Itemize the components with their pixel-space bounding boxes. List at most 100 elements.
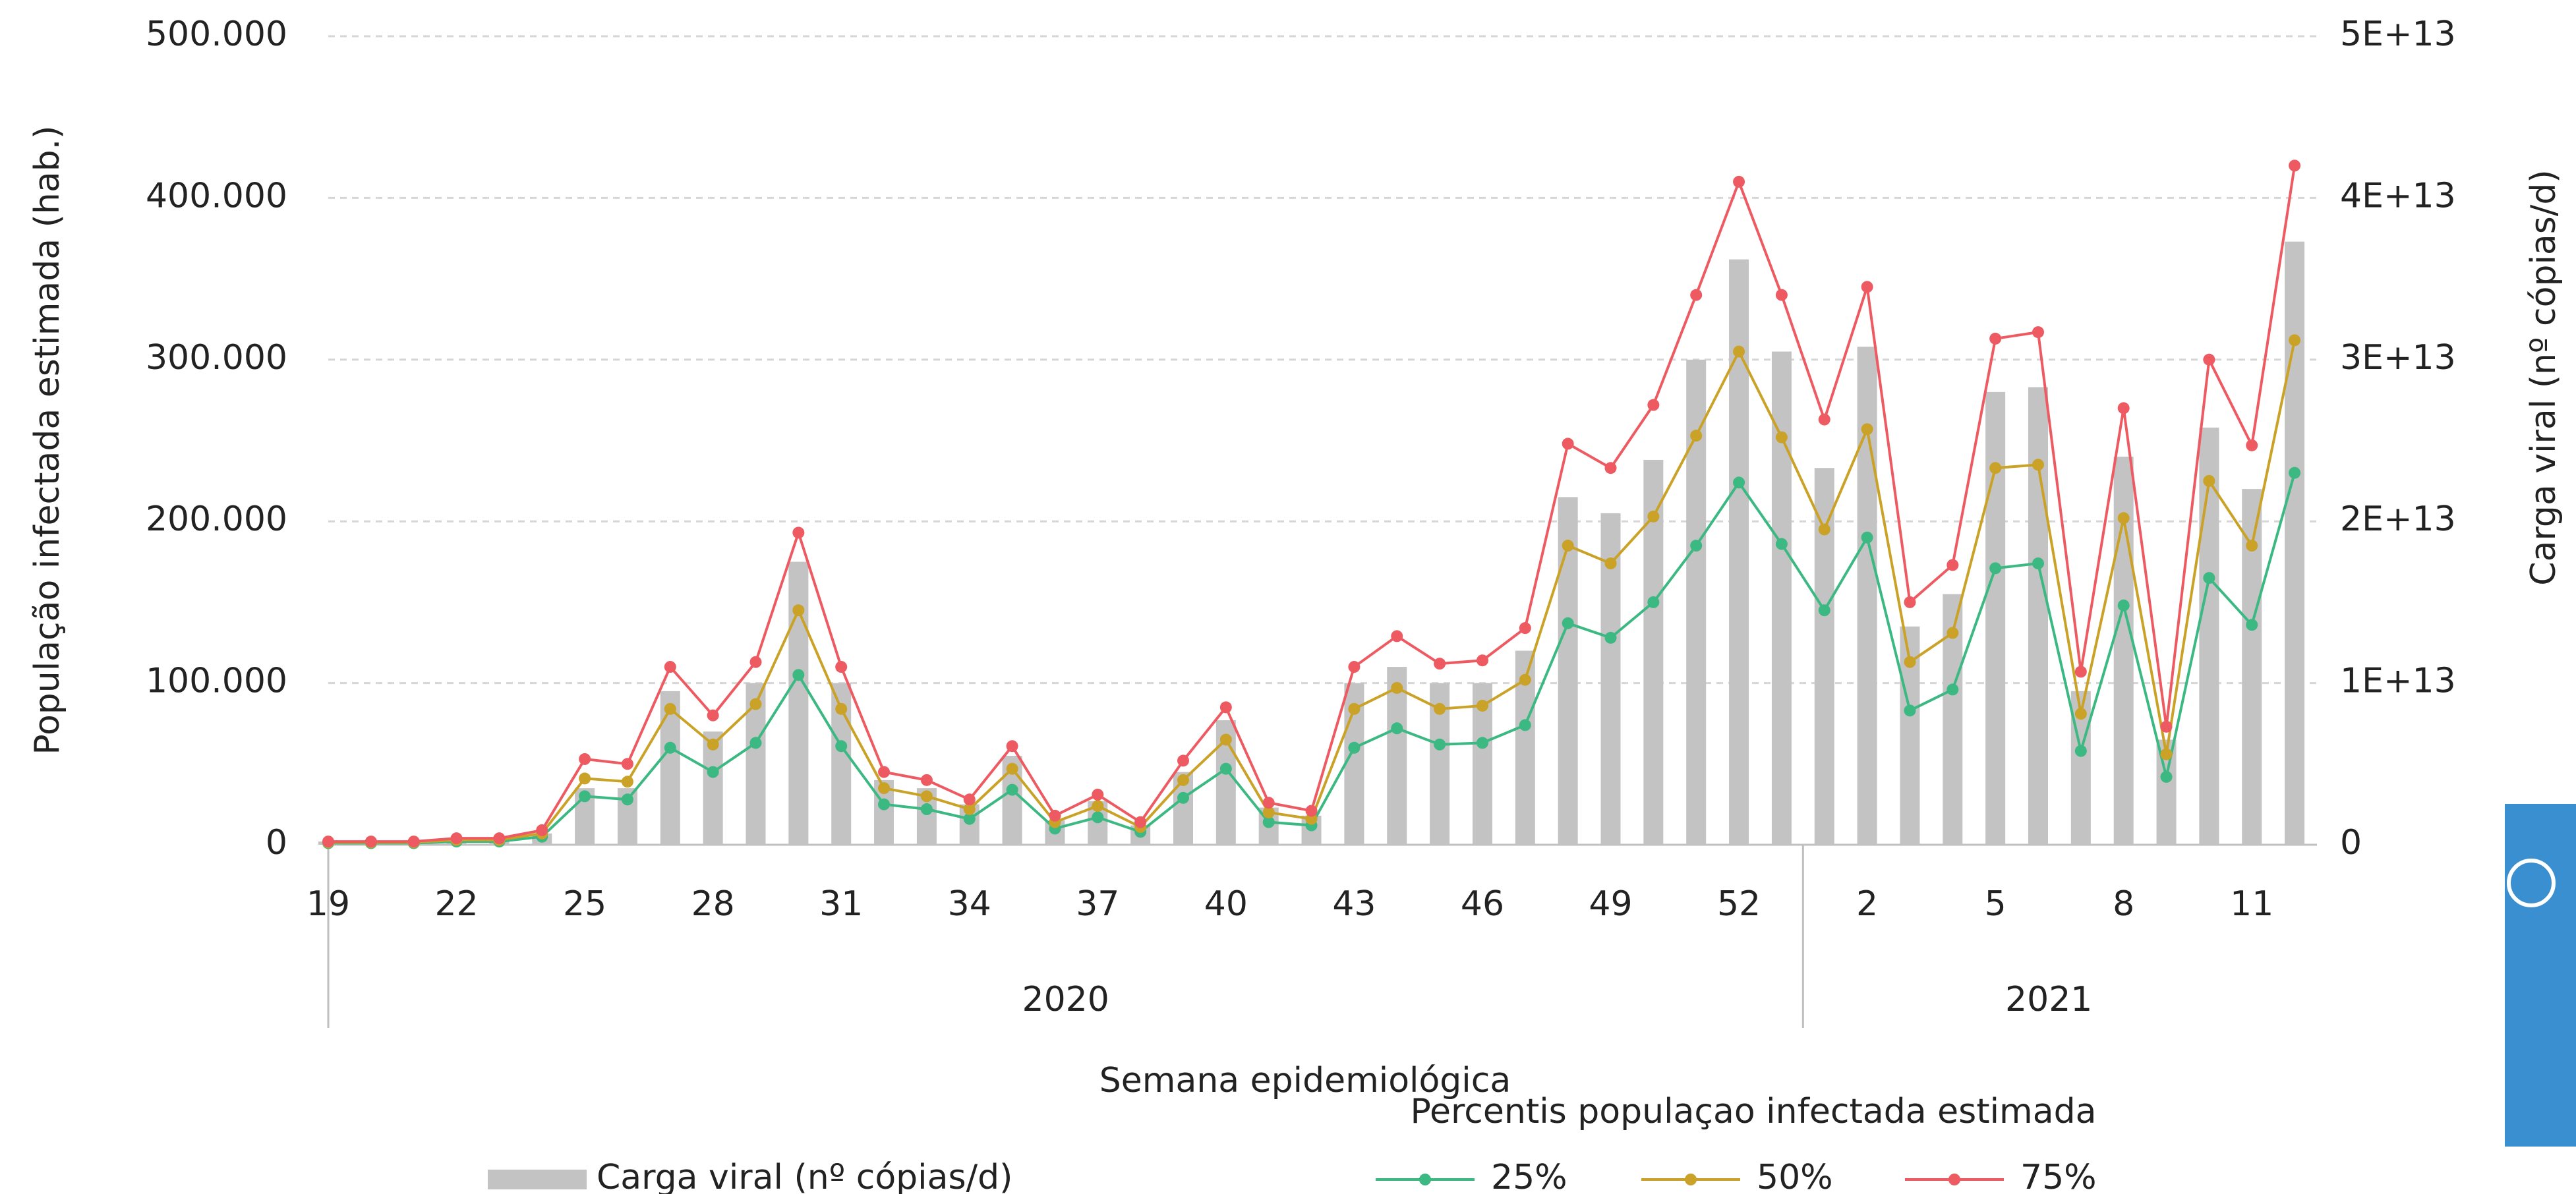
x-tick-label: 2 bbox=[1856, 884, 1878, 924]
point bbox=[963, 793, 976, 806]
point bbox=[878, 782, 891, 795]
point bbox=[878, 766, 891, 778]
point bbox=[1647, 399, 1660, 411]
point bbox=[664, 702, 676, 715]
point bbox=[2203, 353, 2215, 366]
x-tick-label: 34 bbox=[948, 884, 991, 924]
point bbox=[1476, 737, 1488, 749]
legend-swatch bbox=[488, 1170, 587, 1189]
point bbox=[1519, 622, 1531, 635]
point bbox=[963, 803, 976, 816]
point bbox=[2032, 557, 2044, 570]
y-tick-label: 100.000 bbox=[146, 662, 287, 701]
x-tick-label: 43 bbox=[1332, 884, 1376, 924]
legend-label: 75% bbox=[2020, 1158, 2097, 1194]
point bbox=[1219, 701, 1232, 714]
point bbox=[1904, 596, 1916, 608]
point bbox=[1861, 423, 1873, 436]
point bbox=[1647, 510, 1660, 523]
x-tick-label: 40 bbox=[1204, 884, 1248, 924]
point bbox=[1818, 604, 1830, 617]
point bbox=[407, 836, 420, 848]
point bbox=[963, 812, 976, 825]
point bbox=[1006, 740, 1018, 753]
point bbox=[1604, 557, 1617, 570]
point bbox=[2160, 770, 2173, 783]
point bbox=[1562, 438, 1574, 450]
x-tick-label: 52 bbox=[1717, 884, 1761, 924]
point bbox=[2246, 439, 2258, 451]
point bbox=[1733, 175, 1745, 188]
point bbox=[579, 772, 591, 785]
point bbox=[621, 776, 633, 788]
legend-label: 25% bbox=[1491, 1158, 1567, 1194]
x-tick-label: 37 bbox=[1076, 884, 1119, 924]
point bbox=[2074, 708, 2087, 720]
point bbox=[579, 790, 591, 803]
point bbox=[2289, 334, 2301, 347]
point bbox=[621, 793, 633, 806]
point bbox=[1305, 805, 1318, 817]
point bbox=[536, 824, 548, 836]
point bbox=[1177, 791, 1189, 804]
point bbox=[2032, 326, 2044, 339]
point bbox=[1434, 702, 1446, 715]
point bbox=[835, 702, 848, 715]
point bbox=[1647, 596, 1660, 608]
point bbox=[1391, 630, 1403, 642]
point bbox=[621, 758, 633, 770]
y2-tick-label: 4E+13 bbox=[2340, 176, 2456, 215]
point bbox=[1861, 281, 1873, 293]
point bbox=[1861, 531, 1873, 544]
point bbox=[792, 604, 805, 617]
y2-tick-label: 5E+13 bbox=[2340, 14, 2456, 54]
bar bbox=[2285, 241, 2305, 845]
y-axis-title: População infectada estimada (hab.) bbox=[28, 125, 67, 754]
point bbox=[1434, 738, 1446, 751]
bar bbox=[788, 561, 809, 845]
point bbox=[749, 698, 762, 710]
y-tick-label: 300.000 bbox=[146, 338, 287, 378]
point bbox=[2117, 402, 2130, 414]
bar bbox=[660, 691, 680, 845]
point bbox=[2203, 474, 2215, 487]
point bbox=[1989, 562, 2002, 575]
map-icon bbox=[2507, 859, 2556, 907]
point bbox=[1989, 462, 2002, 474]
point bbox=[1690, 430, 1703, 442]
point bbox=[2074, 745, 2087, 757]
x-tick-label: 8 bbox=[2113, 884, 2134, 924]
point bbox=[707, 738, 719, 751]
point bbox=[1348, 741, 1361, 754]
legend-label: Carga viral (nº cópias/d) bbox=[597, 1158, 1012, 1194]
point bbox=[749, 737, 762, 749]
point bbox=[1818, 523, 1830, 536]
point bbox=[2074, 666, 2087, 678]
point bbox=[2117, 599, 2130, 611]
point bbox=[1733, 345, 1745, 358]
point bbox=[2246, 619, 2258, 631]
point bbox=[1818, 413, 1830, 426]
point bbox=[1219, 733, 1232, 746]
point bbox=[1904, 704, 1916, 717]
point bbox=[1177, 754, 1189, 767]
point bbox=[1604, 631, 1617, 644]
point bbox=[1092, 800, 1104, 812]
point bbox=[365, 836, 377, 848]
legend-label: 50% bbox=[1757, 1158, 1833, 1194]
point bbox=[1947, 559, 1959, 571]
point bbox=[1904, 656, 1916, 668]
legend-title: Percentis populaçao infectada estimada bbox=[1411, 1092, 2097, 1131]
y2-axis-title: Carga viral (nº cópias/d) bbox=[2524, 169, 2563, 585]
point bbox=[1947, 683, 1959, 696]
point bbox=[1348, 661, 1361, 673]
point bbox=[1690, 289, 1703, 301]
point bbox=[450, 832, 463, 845]
y2-tick-label: 2E+13 bbox=[2340, 499, 2456, 539]
point bbox=[1562, 617, 1574, 629]
point bbox=[1092, 788, 1104, 801]
bar bbox=[1857, 347, 1877, 845]
point bbox=[1092, 811, 1104, 824]
y2-tick-label: 1E+13 bbox=[2340, 662, 2456, 701]
